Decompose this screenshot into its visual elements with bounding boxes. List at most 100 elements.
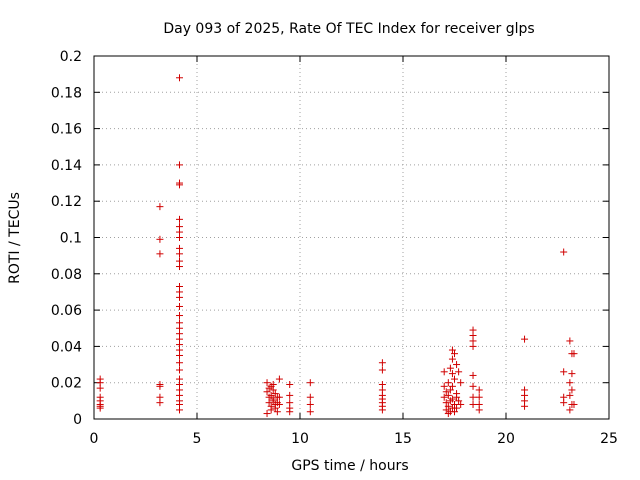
data-point xyxy=(560,399,568,407)
y-tick-label: 0.02 xyxy=(51,376,82,392)
data-point xyxy=(566,406,574,414)
data-point xyxy=(568,370,576,378)
y-tick-label: 0.06 xyxy=(51,303,82,319)
x-tick-label: 15 xyxy=(394,431,412,447)
data-point xyxy=(175,293,183,301)
data-point xyxy=(521,335,529,343)
data-point xyxy=(521,402,529,410)
data-point xyxy=(267,391,275,399)
data-point xyxy=(440,393,448,401)
data-point xyxy=(469,393,477,401)
data-point xyxy=(475,393,483,401)
data-point xyxy=(263,410,271,418)
data-point xyxy=(156,250,164,258)
y-tick-label: 0.1 xyxy=(60,231,82,247)
data-point xyxy=(442,406,450,414)
data-point xyxy=(566,379,574,387)
chart-title: Day 093 of 2025, Rate Of TEC Index for r… xyxy=(163,21,534,37)
data-point xyxy=(306,400,314,408)
tick-labels: 0 5 10 15 20 25 0 0.02 0.04 0.06 0.08 0.1 0.12 0.14 0.… xyxy=(51,49,618,447)
data-point xyxy=(560,368,568,376)
x-tick-label: 0 xyxy=(90,431,99,447)
grid-lines xyxy=(94,56,609,419)
y-tick-label: 0.04 xyxy=(51,339,82,355)
data-point xyxy=(273,408,281,416)
data-point xyxy=(440,382,448,390)
data-point xyxy=(156,399,164,407)
data-point xyxy=(265,384,273,392)
data-point xyxy=(175,359,183,367)
y-tick-label: 0 xyxy=(73,412,82,428)
data-point xyxy=(269,397,277,405)
data-point xyxy=(175,74,183,82)
data-point xyxy=(455,397,463,405)
x-tick-label: 25 xyxy=(600,431,618,447)
data-point xyxy=(175,250,183,258)
data-point xyxy=(306,408,314,416)
data-point xyxy=(570,350,578,358)
data-point xyxy=(175,215,183,223)
data-point xyxy=(175,181,183,189)
data-point xyxy=(448,395,456,403)
data-point xyxy=(570,400,578,408)
data-point xyxy=(475,406,483,414)
data-point xyxy=(275,400,283,408)
data-point xyxy=(175,351,183,359)
data-point xyxy=(175,312,183,320)
data-point xyxy=(444,379,452,387)
y-tick-label: 0.12 xyxy=(51,194,82,210)
data-point xyxy=(275,375,283,383)
y-axis-label: ROTI / TECUs xyxy=(7,192,23,284)
x-tick-label: 10 xyxy=(291,431,309,447)
data-point xyxy=(566,337,574,345)
data-point xyxy=(306,379,314,387)
data-point xyxy=(378,406,386,414)
data-point xyxy=(263,379,271,387)
data-point xyxy=(156,382,164,390)
data-point xyxy=(440,368,448,376)
data-point xyxy=(560,248,568,256)
data-point xyxy=(175,366,183,374)
data-point xyxy=(286,408,294,416)
x-axis-label: GPS time / hours xyxy=(291,458,408,474)
data-point xyxy=(566,391,574,399)
data-point xyxy=(175,406,183,414)
data-point xyxy=(444,410,452,418)
data-point xyxy=(269,381,277,389)
data-point xyxy=(446,386,454,394)
x-tick-label: 20 xyxy=(497,431,515,447)
data-point xyxy=(156,235,164,243)
data-point xyxy=(469,400,477,408)
data-point xyxy=(175,263,183,271)
data-point xyxy=(475,386,483,394)
data-point xyxy=(378,359,386,367)
data-point xyxy=(448,382,456,390)
data-point xyxy=(453,393,461,401)
data-point xyxy=(457,400,465,408)
data-point xyxy=(96,393,104,401)
x-tick-label: 5 xyxy=(193,431,202,447)
data-point xyxy=(175,234,183,241)
data-point xyxy=(175,161,183,169)
data-point xyxy=(568,386,576,394)
data-point xyxy=(469,342,477,350)
data-points xyxy=(96,74,578,418)
data-point xyxy=(96,402,104,410)
data-point xyxy=(275,393,283,401)
y-tick-label: 0.16 xyxy=(51,122,82,138)
data-point xyxy=(175,302,183,310)
data-point xyxy=(263,388,271,396)
data-point xyxy=(448,355,456,363)
data-point xyxy=(448,346,456,354)
data-point xyxy=(444,391,452,399)
y-tick-label: 0.14 xyxy=(51,158,82,174)
data-point xyxy=(271,390,279,398)
data-point xyxy=(265,399,273,407)
data-point xyxy=(469,371,477,379)
data-point xyxy=(469,382,477,390)
data-point xyxy=(457,379,465,387)
data-point xyxy=(156,203,164,211)
data-point xyxy=(451,375,458,383)
data-point xyxy=(455,368,463,376)
